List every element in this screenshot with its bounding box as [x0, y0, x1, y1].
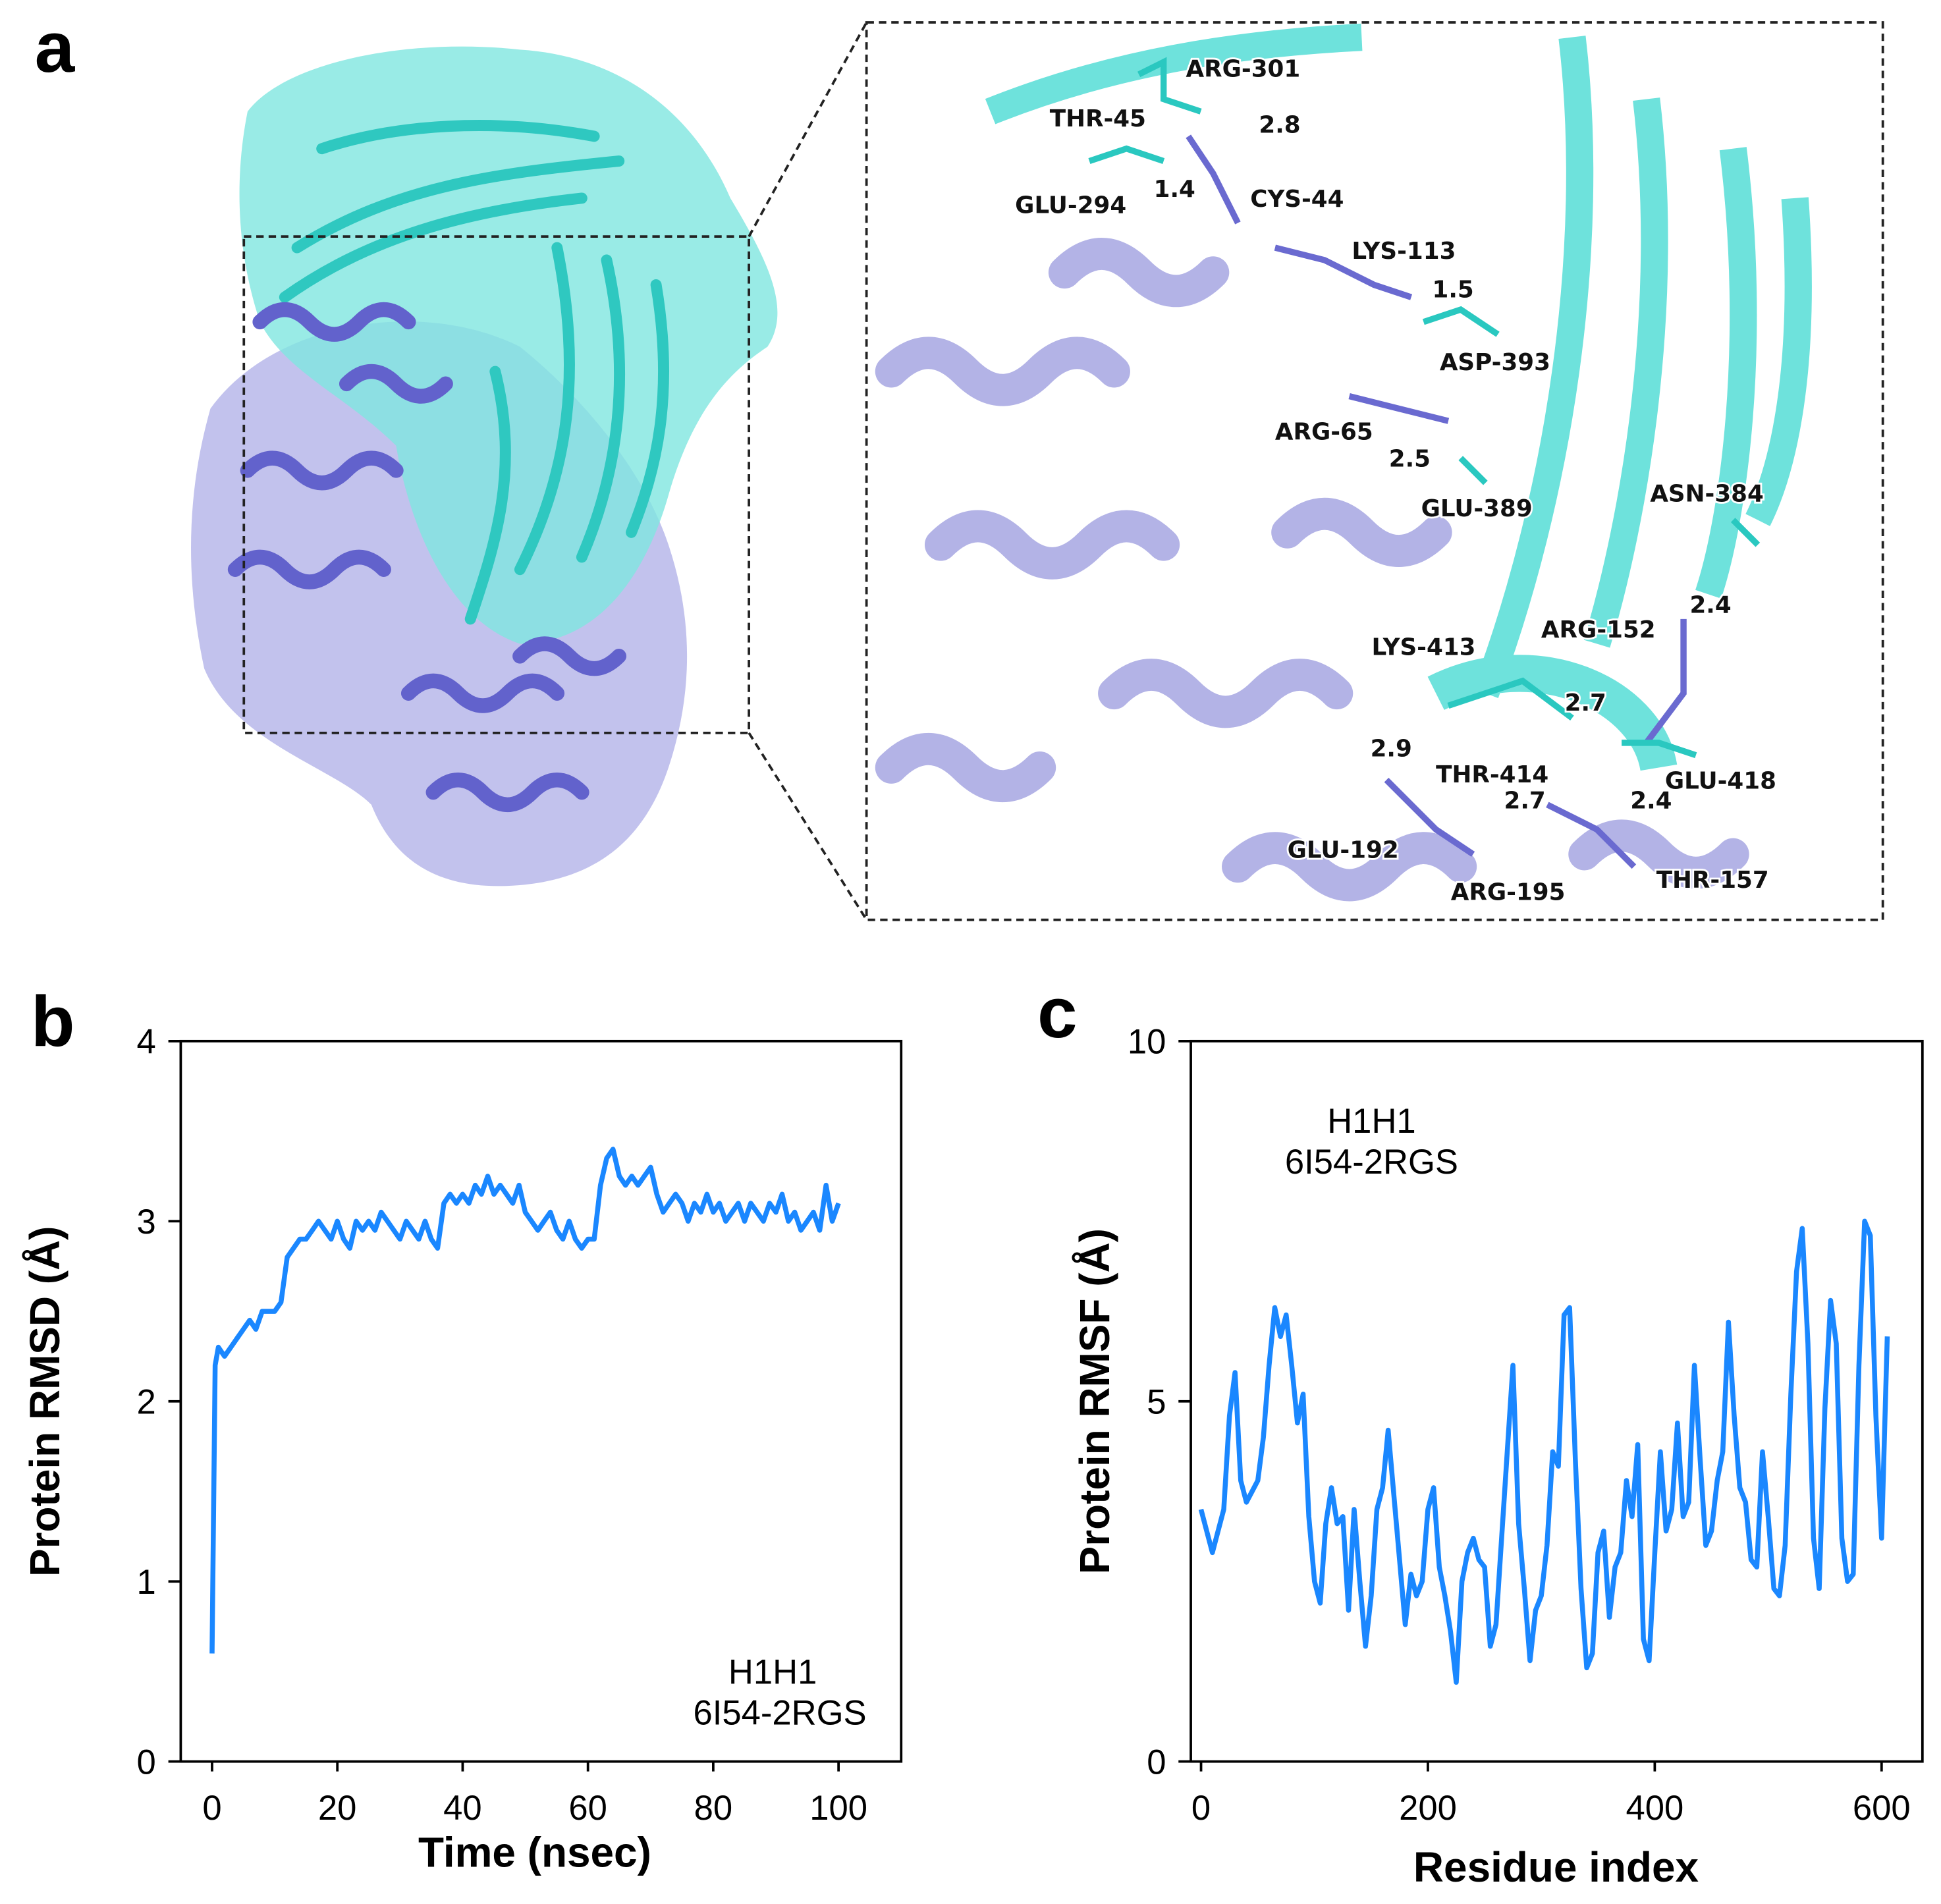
distance-label: 2.4	[1689, 592, 1731, 619]
purple-cartoon	[875, 238, 1749, 902]
annotation-line-1: H1H1	[1327, 1102, 1416, 1141]
residue-label-glu294: GLU-294	[1015, 192, 1126, 219]
x-tick-label: 200	[1399, 1789, 1457, 1828]
side-chains	[1088, 57, 1761, 869]
y-tick-label: 1	[137, 1563, 156, 1602]
y-tick-label: 2	[137, 1383, 156, 1422]
residue-label-glu389: GLU-389	[1421, 495, 1533, 522]
residue-label-arg301: ARG-301	[1186, 56, 1301, 83]
x-tick-label: 400	[1626, 1789, 1683, 1828]
residue-label-cys44: CYS-44	[1250, 186, 1344, 213]
panel-label-c: c	[1037, 973, 1078, 1053]
cyan-ribbons	[279, 120, 669, 625]
rmsf-chart: Protein RMSF (Å) Residue index H1H1 6I54…	[1071, 1023, 1924, 1891]
annotation-line-2: 6I54-2RGS	[693, 1693, 866, 1732]
zoom-region-box	[242, 235, 750, 734]
data-series-line	[1198, 1218, 1890, 1685]
x-tick-label: 60	[568, 1789, 607, 1828]
residue-label-lys413: LYS-413	[1371, 634, 1475, 661]
annotation-line-2: 6I54-2RGS	[1285, 1143, 1458, 1182]
distance-label: 2.8	[1259, 111, 1300, 138]
residue-label-thr157: THR-157	[1656, 867, 1769, 894]
panel-label-a: a	[35, 7, 76, 88]
distance-label: 2.7	[1565, 690, 1606, 717]
residue-label-asn384: ASN-384	[1650, 480, 1764, 507]
x-tick-label: 100	[809, 1789, 867, 1828]
x-tick-label: 80	[694, 1789, 733, 1828]
y-tick-label: 5	[1147, 1383, 1166, 1422]
y-axis-label: Protein RMSD (Å)	[21, 1226, 68, 1577]
connector-line-top	[748, 22, 868, 238]
x-tick-label: 0	[1191, 1789, 1211, 1828]
interaction-inset: ARG-301 THR-45 GLU-294 CYS-44 LYS-113 AS…	[865, 21, 1884, 921]
distance-label: 2.5	[1389, 446, 1431, 473]
y-tick-label: 10	[1128, 1023, 1166, 1062]
distance-labels: 2.8 1.4 1.5 2.5 2.4 2.7 2.9 2.7 2.4	[1152, 109, 1734, 816]
x-tick-label: 0	[202, 1789, 221, 1828]
x-tick-label: 40	[443, 1789, 482, 1828]
residue-label-arg152: ARG-152	[1541, 616, 1656, 643]
x-axis-label: Time (nsec)	[418, 1828, 651, 1876]
y-tick-label: 4	[137, 1023, 156, 1062]
distance-label: 2.4	[1630, 787, 1672, 814]
residue-label-asp393: ASP-393	[1440, 349, 1550, 376]
residue-labels: ARG-301 THR-45 GLU-294 CYS-44 LYS-113 AS…	[1013, 54, 1778, 908]
cyan-cartoon	[985, 23, 1812, 698]
y-tick-label: 3	[137, 1203, 156, 1241]
residue-label-thr45: THR-45	[1050, 105, 1146, 132]
x-axis-label: Residue index	[1413, 1843, 1699, 1891]
rmsd-chart: Protein RMSD (Å) Time (nsec) H1H1 6I54-2…	[21, 1023, 903, 1876]
panel-label-b: b	[31, 981, 75, 1062]
distance-label: 1.5	[1433, 276, 1474, 303]
residue-label-lys113: LYS-113	[1352, 238, 1456, 265]
data-series-line	[209, 1147, 841, 1654]
y-tick-label: 0	[137, 1743, 156, 1782]
residue-label-arg195: ARG-195	[1451, 879, 1566, 906]
annotation-line-1: H1H1	[728, 1652, 817, 1691]
distance-label: 2.9	[1371, 736, 1412, 763]
x-tick-label: 20	[318, 1789, 357, 1828]
protein-overview	[191, 22, 868, 921]
purple-helices	[227, 302, 627, 813]
distance-label: 1.4	[1154, 176, 1195, 203]
inset-border	[865, 21, 1884, 921]
x-tick-label: 600	[1853, 1789, 1911, 1828]
connector-line-bottom	[748, 732, 868, 921]
residue-label-glu192: GLU-192	[1288, 837, 1399, 864]
distance-label: 2.7	[1504, 787, 1546, 814]
y-axis-label: Protein RMSF (Å)	[1071, 1228, 1118, 1574]
residue-label-thr414: THR-414	[1436, 761, 1548, 788]
residue-label-arg65: ARG-65	[1275, 418, 1373, 445]
residue-label-glu418: GLU-418	[1665, 767, 1776, 794]
y-tick-label: 0	[1147, 1743, 1166, 1782]
